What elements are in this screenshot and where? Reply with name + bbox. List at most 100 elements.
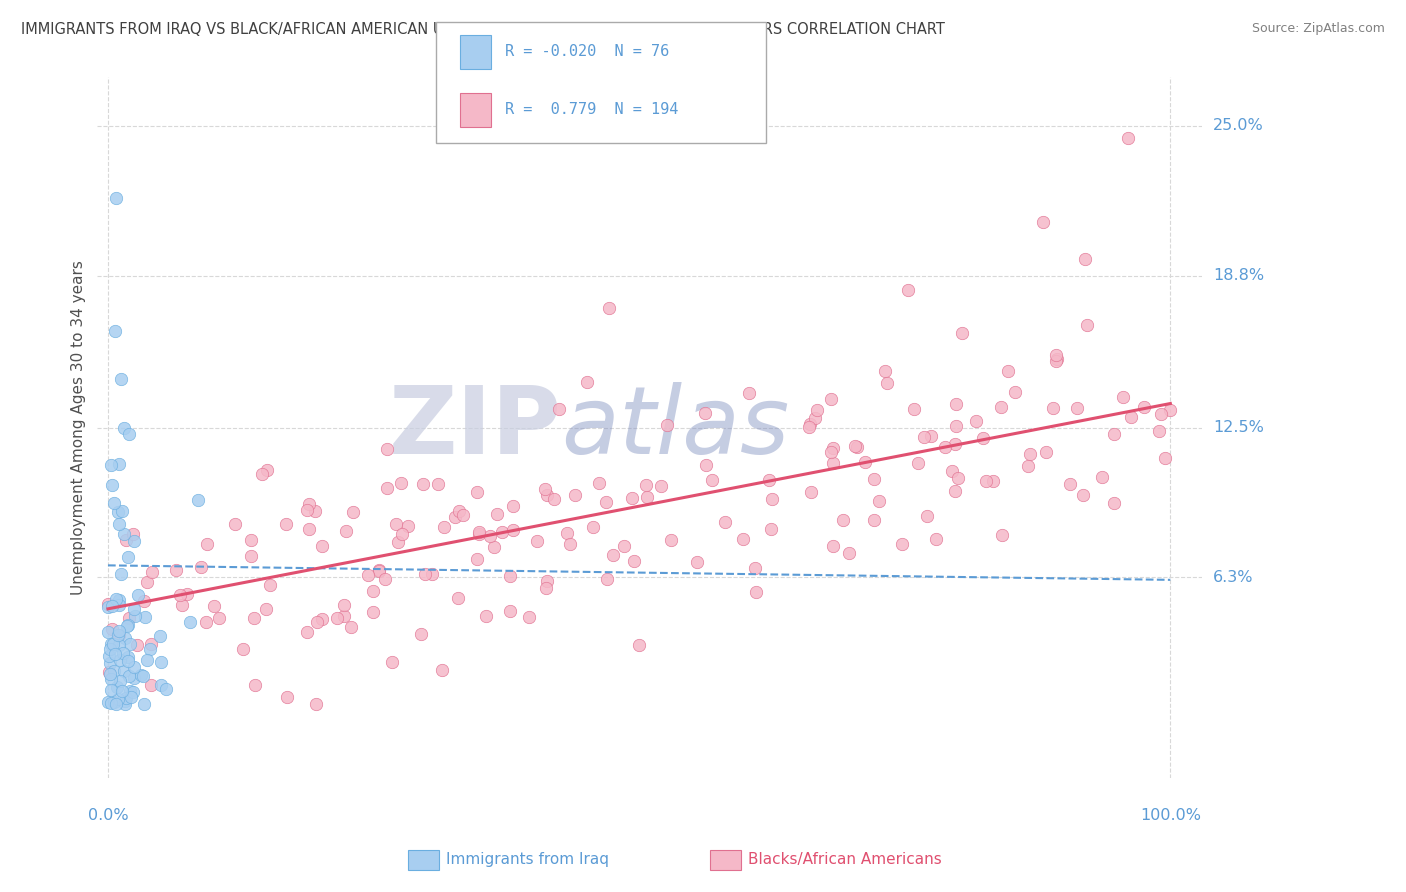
Point — [134, 593, 156, 607]
Point — [613, 539, 636, 553]
Point — [250, 467, 273, 481]
Point — [502, 499, 524, 513]
Point — [655, 418, 678, 433]
Point — [311, 612, 333, 626]
Point — [945, 397, 967, 411]
Point — [972, 431, 994, 445]
Point — [335, 524, 357, 538]
Point — [129, 668, 152, 682]
Point — [124, 609, 146, 624]
Point — [997, 363, 1019, 377]
Point — [274, 516, 297, 531]
Point — [132, 697, 155, 711]
Point — [598, 301, 620, 315]
Text: 6.3%: 6.3% — [1213, 570, 1254, 585]
Text: 12.5%: 12.5% — [1213, 420, 1264, 435]
Point — [169, 589, 191, 603]
Point — [120, 690, 142, 704]
Point — [1059, 477, 1081, 491]
Point — [100, 683, 122, 698]
Point — [165, 563, 187, 577]
Point — [943, 437, 966, 451]
Point — [111, 503, 134, 517]
Point — [946, 471, 969, 485]
Point — [536, 574, 558, 588]
Point — [240, 533, 263, 548]
Text: atlas: atlas — [561, 382, 790, 473]
Point — [800, 485, 823, 500]
Point — [101, 637, 124, 651]
Point — [821, 456, 844, 470]
Point — [112, 664, 135, 678]
Point — [103, 496, 125, 510]
Point — [305, 615, 328, 629]
Point — [332, 609, 354, 624]
Point — [868, 494, 890, 508]
Point — [149, 629, 172, 643]
Point — [1017, 458, 1039, 473]
Point — [122, 534, 145, 549]
Point — [150, 655, 173, 669]
Point — [1150, 408, 1173, 422]
Point — [486, 508, 509, 522]
Point — [863, 472, 886, 486]
Point — [387, 534, 409, 549]
Point — [422, 567, 444, 582]
Point — [104, 648, 127, 662]
Point — [595, 572, 617, 586]
Point — [876, 376, 898, 390]
Point — [333, 598, 356, 612]
Point — [467, 527, 489, 541]
Point — [844, 439, 866, 453]
Point — [558, 537, 581, 551]
Point — [823, 539, 845, 553]
Point — [945, 418, 967, 433]
Point — [903, 401, 925, 416]
Point — [141, 637, 163, 651]
Point — [714, 515, 737, 529]
Point — [620, 491, 643, 505]
Point — [498, 604, 520, 618]
Point — [1116, 131, 1139, 145]
Point — [499, 569, 522, 583]
Point — [97, 597, 120, 611]
Point — [974, 474, 997, 488]
Point — [451, 508, 474, 522]
Point — [803, 411, 825, 425]
Point — [107, 692, 129, 706]
Point — [114, 694, 136, 708]
Point — [190, 559, 212, 574]
Point — [897, 283, 920, 297]
Point — [799, 417, 821, 431]
Point — [759, 522, 782, 536]
Point — [107, 628, 129, 642]
Point — [534, 582, 557, 596]
Point — [107, 599, 129, 613]
Point — [339, 620, 361, 634]
Point — [101, 477, 124, 491]
Point — [491, 524, 513, 539]
Point — [97, 649, 120, 664]
Point — [700, 473, 723, 487]
Point — [426, 477, 449, 491]
Point — [311, 539, 333, 553]
Point — [1046, 351, 1069, 366]
Point — [381, 655, 404, 669]
Point — [150, 678, 173, 692]
Point — [107, 627, 129, 641]
Point — [242, 611, 264, 625]
Point — [98, 641, 121, 656]
Point — [576, 375, 599, 389]
Point — [890, 537, 912, 551]
Point — [821, 441, 844, 455]
Point — [97, 624, 120, 639]
Point — [806, 402, 828, 417]
Point — [112, 420, 135, 434]
Point — [1147, 424, 1170, 438]
Point — [1102, 496, 1125, 510]
Point — [738, 386, 761, 401]
Point — [1119, 409, 1142, 424]
Point — [411, 627, 433, 641]
Point — [1071, 488, 1094, 502]
Point — [467, 525, 489, 540]
